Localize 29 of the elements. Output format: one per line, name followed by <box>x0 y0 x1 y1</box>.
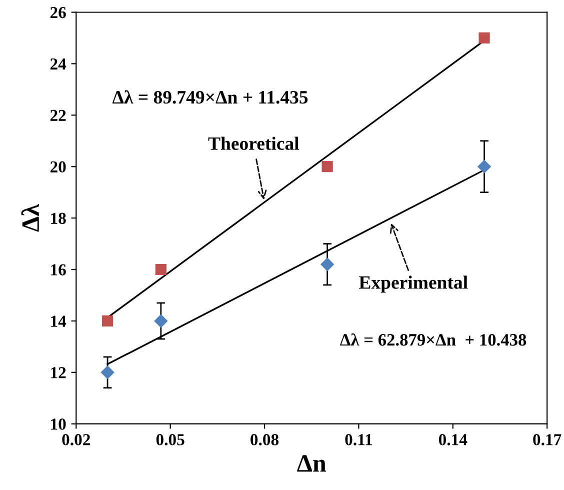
point <box>155 264 166 276</box>
x-tick-label: 0.08 <box>250 434 279 446</box>
y-tick-label: 20 <box>50 161 66 173</box>
annotation: Δλ = 89.749×Δn + 11.435 <box>112 90 308 104</box>
y-tick-label: 22 <box>50 110 66 121</box>
y-tick-label: 24 <box>50 58 66 70</box>
point <box>320 258 334 271</box>
point <box>100 366 114 379</box>
annotation: Theoretical <box>208 136 299 150</box>
point <box>478 160 491 174</box>
y-tick-label: 12 <box>51 367 66 378</box>
x-tick-label: 0.05 <box>156 434 184 446</box>
point <box>154 314 168 328</box>
point <box>102 315 114 327</box>
x-tick-label: 0.11 <box>345 434 372 446</box>
x-axis-title: Δn <box>297 455 326 472</box>
point <box>478 32 490 44</box>
x-tick-label: 0.17 <box>533 434 562 446</box>
y-tick-label: 10 <box>51 418 66 430</box>
x-tick-label: 0.14 <box>438 434 468 446</box>
y-tick-label: 14 <box>51 316 66 327</box>
y-tick-label: 26 <box>50 6 66 18</box>
annotation: Δλ = 62.879×Δn + 10.438 <box>340 333 526 346</box>
y-tick-label: 16 <box>51 264 66 276</box>
point <box>322 161 333 172</box>
x-tick-label: 0.02 <box>62 434 90 446</box>
annotation: Experimental <box>359 276 468 293</box>
y-tick-label: 18 <box>51 212 66 224</box>
y-axis-title: Δλ <box>21 204 39 232</box>
